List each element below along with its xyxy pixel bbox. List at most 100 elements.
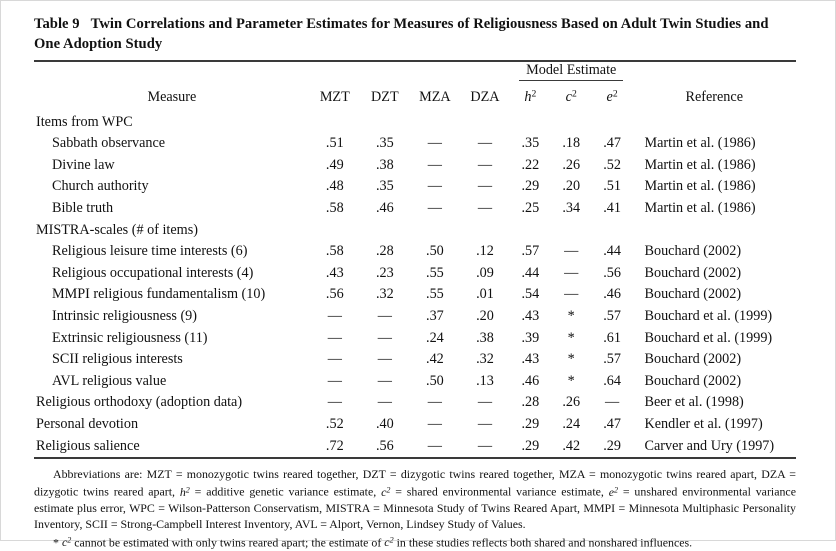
cell-dzt: — xyxy=(377,307,392,324)
cell-dza: — xyxy=(477,156,493,173)
table-row: Religious salience .72 .56 — — .29 .42 .29 Carve… xyxy=(34,433,796,455)
cell-e2: .57 xyxy=(603,307,621,324)
table-row: Religious leisure time interests (6) .58.… xyxy=(34,239,796,261)
abbrev-text-4: = unshared environmental variance estima… xyxy=(34,484,796,532)
cell-dzt: — xyxy=(377,329,392,346)
row-measure-label: Personal devotion xyxy=(36,415,139,432)
abbrev-text-3: = shared environmental variance estimate… xyxy=(390,484,609,499)
cell-dza: .12 xyxy=(476,243,494,260)
cell-c2: — xyxy=(564,264,579,281)
table-row: Bible truth .58 .46 — — .25 .34 .41 Martin et al… xyxy=(34,195,796,217)
table-notes: Abbreviations are: MZT = monozygotic twi… xyxy=(34,466,796,551)
column-header-dzt: DZT xyxy=(371,89,399,105)
cell-mzt: .72 xyxy=(325,437,344,454)
cell-dzt xyxy=(360,217,410,239)
e2-symbol: e2 xyxy=(606,88,618,105)
cell-h2: .22 xyxy=(521,156,540,173)
table-row: AVL religious value — — .50 .13 .46 * .64 Boucha… xyxy=(34,368,796,390)
table-row: Extrinsic religiousness (11) — — .24 .38 .39 *… xyxy=(34,325,796,347)
cell-mza: — xyxy=(427,199,442,216)
row-measure-label: Intrinsic religiousness (9) xyxy=(52,307,197,324)
cell-mzt: — xyxy=(327,307,342,324)
cell-c2 xyxy=(551,109,592,131)
cell-c2: .26 xyxy=(562,156,581,173)
cell-dzt: .35 xyxy=(375,135,394,152)
cell-dzt: .35 xyxy=(375,178,394,195)
column-header-mzt: MZT xyxy=(319,89,350,105)
row-measure-label: SCII religious interests xyxy=(52,351,183,368)
table-row: MMPI religious fundamentalism (10) .56 .32… xyxy=(34,282,796,304)
cell-dza: .13 xyxy=(476,372,494,389)
cell-dza: — xyxy=(477,178,493,195)
abbrev-h2-symbol: h2 xyxy=(179,484,190,499)
cell-dza xyxy=(460,217,510,239)
cell-mzt xyxy=(310,109,360,131)
cell-mzt: .49 xyxy=(325,156,344,173)
cell-mzt: — xyxy=(327,329,342,346)
cell-h2: .29 xyxy=(521,437,540,454)
cell-h2: .29 xyxy=(521,178,540,195)
table-title: Table 9 Twin Correlations and Parameter E… xyxy=(34,15,774,54)
table-row: Religious orthodoxy (adoption data) — — — —.… xyxy=(34,390,796,412)
cell-h2: .29 xyxy=(521,415,540,432)
row-measure-label: Religious salience xyxy=(36,437,140,454)
cell-h2 xyxy=(510,109,551,131)
cell-reference: Bouchard (2002) xyxy=(644,264,742,281)
cell-reference: Martin et al. (1986) xyxy=(644,135,756,152)
table-row: Intrinsic religiousness (9) — — .37 .20 .43 *.… xyxy=(34,303,796,325)
column-header-reference: Reference xyxy=(685,89,744,105)
row-measure-label: Sabbath observance xyxy=(52,135,166,152)
cell-mza: — xyxy=(427,415,442,432)
cell-c2: .18 xyxy=(562,135,581,152)
header-column-row: Measure MZT DZT MZA DZA h2 c2 e2 Referen… xyxy=(34,82,796,109)
cell-e2: .51 xyxy=(603,178,621,195)
cell-mzt: .58 xyxy=(325,243,344,260)
cell-mza: .50 xyxy=(426,372,444,389)
table-row: Divine law .49 .38 — — .22 .26 .52 Martin et al.… xyxy=(34,152,796,174)
cell-dza: .32 xyxy=(476,351,494,368)
cell-mzt: .43 xyxy=(325,264,344,281)
row-measure-label: Items from WPC xyxy=(36,113,133,130)
spacer-dza xyxy=(460,62,510,82)
cell-mzt: — xyxy=(327,351,342,368)
row-measure-label: Bible truth xyxy=(52,199,114,216)
cell-mzt: .51 xyxy=(325,135,344,152)
cell-mza: — xyxy=(427,135,442,152)
cell-e2: — xyxy=(604,394,620,411)
cell-e2: .46 xyxy=(603,286,621,303)
cell-reference: Bouchard (2002) xyxy=(644,372,742,389)
row-measure-label: Religious leisure time interests (6) xyxy=(52,243,248,260)
table-header: Model Estimate Measure MZT DZT MZA DZA h… xyxy=(34,62,796,109)
cell-reference: Martin et al. (1986) xyxy=(644,156,756,173)
cell-h2: .28 xyxy=(521,394,540,411)
cell-c2 xyxy=(551,217,592,239)
cell-h2: .44 xyxy=(521,264,540,281)
cell-reference: Bouchard (2002) xyxy=(644,243,742,260)
column-header-dza: DZA xyxy=(470,89,500,105)
cell-reference xyxy=(633,217,796,239)
table-row: SCII religious interests — — .42 .32 .43 * .57 B… xyxy=(34,347,796,369)
cell-dzt: .23 xyxy=(375,264,394,281)
cell-mzt: .58 xyxy=(325,199,344,216)
spacer-measure xyxy=(34,62,310,82)
cell-dza: — xyxy=(477,394,493,411)
cell-reference: Martin et al. (1986) xyxy=(644,199,756,216)
asterisk-marker: * xyxy=(53,535,59,550)
table-row: Sabbath observance .51 .35 — — .35 .18 .47 Marti… xyxy=(34,131,796,153)
cell-mzt xyxy=(310,217,360,239)
cell-c2: * xyxy=(567,351,575,368)
cell-mza: .55 xyxy=(426,286,444,303)
cell-e2: .29 xyxy=(603,437,621,454)
cell-reference: Bouchard (2002) xyxy=(644,351,742,368)
table-row: Church authority .48 .35 — — .29 .20 .51 Martin … xyxy=(34,174,796,196)
cell-reference: Bouchard et al. (1999) xyxy=(644,329,773,346)
table-number: Table 9 xyxy=(34,16,80,32)
abbrev-c2-symbol: c2 xyxy=(381,484,391,499)
table-row: Items from WPC xyxy=(34,109,796,131)
cell-mza: — xyxy=(427,156,442,173)
cell-dzt: .40 xyxy=(375,415,394,432)
row-measure-label: Church authority xyxy=(52,178,149,195)
cell-dza: — xyxy=(477,415,493,432)
data-table: Model Estimate Measure MZT DZT MZA DZA h… xyxy=(34,62,796,455)
